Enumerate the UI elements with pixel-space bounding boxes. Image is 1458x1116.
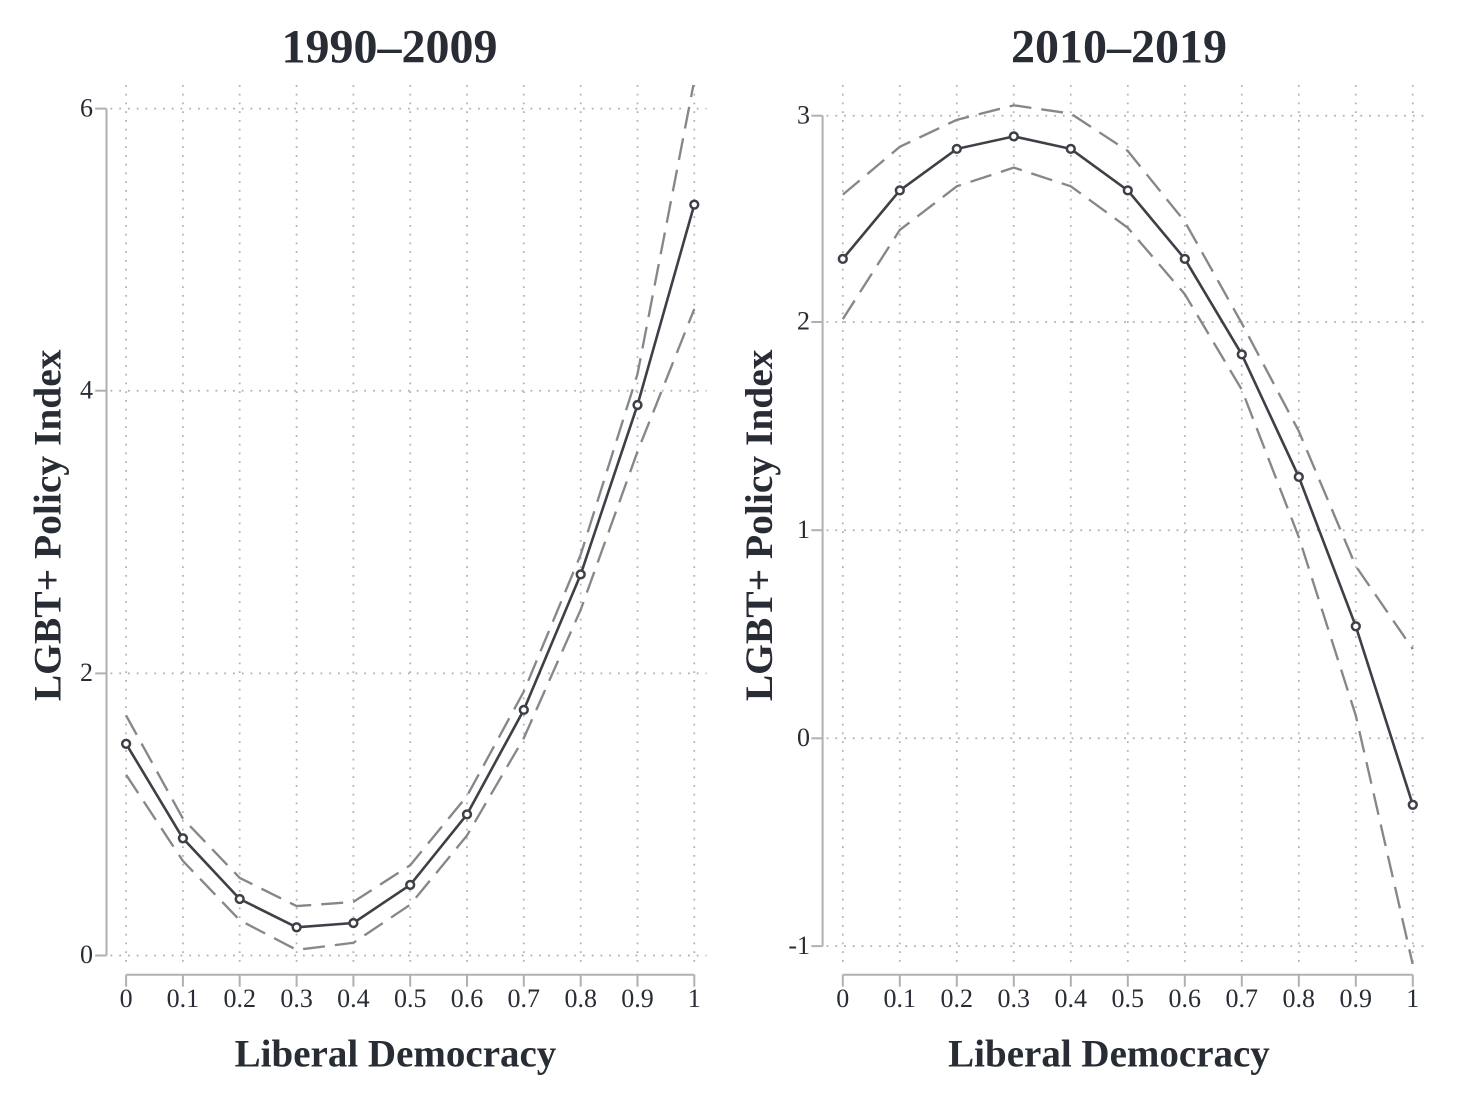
svg-text:4: 4: [80, 375, 93, 404]
svg-text:0.6: 0.6: [451, 984, 484, 1013]
svg-text:0.2: 0.2: [941, 984, 974, 1013]
svg-text:0.5: 0.5: [1112, 984, 1145, 1013]
svg-text:2010–2019: 2010–2019: [1011, 21, 1227, 74]
svg-text:0.9: 0.9: [1340, 984, 1373, 1013]
svg-text:0.8: 0.8: [564, 984, 597, 1013]
svg-text:6: 6: [80, 93, 93, 122]
svg-text:0.9: 0.9: [621, 984, 654, 1013]
svg-text:0: 0: [797, 723, 810, 752]
svg-text:2: 2: [80, 658, 93, 687]
svg-text:0: 0: [80, 940, 93, 969]
svg-text:0.3: 0.3: [998, 984, 1031, 1013]
svg-text:0.4: 0.4: [337, 984, 370, 1013]
svg-text:3: 3: [797, 100, 810, 129]
svg-text:0.6: 0.6: [1169, 984, 1202, 1013]
svg-text:-1: -1: [788, 931, 810, 960]
svg-text:0.1: 0.1: [884, 984, 917, 1013]
svg-text:0.5: 0.5: [394, 984, 427, 1013]
svg-text:Liberal Democracy: Liberal Democracy: [948, 1033, 1270, 1076]
svg-text:0: 0: [836, 984, 849, 1013]
svg-text:Liberal Democracy: Liberal Democracy: [235, 1033, 557, 1076]
svg-text:0.1: 0.1: [167, 984, 200, 1013]
svg-text:1990–2009: 1990–2009: [282, 21, 498, 74]
svg-text:LGBT+ Policy Index: LGBT+ Policy Index: [737, 349, 781, 701]
svg-text:1: 1: [1406, 984, 1419, 1013]
svg-text:0.7: 0.7: [508, 984, 541, 1013]
svg-text:2: 2: [797, 307, 810, 336]
svg-text:0: 0: [120, 984, 133, 1013]
svg-text:0.8: 0.8: [1283, 984, 1316, 1013]
svg-text:1: 1: [688, 984, 701, 1013]
svg-text:0.3: 0.3: [280, 984, 313, 1013]
svg-text:LGBT+ Policy Index: LGBT+ Policy Index: [25, 349, 69, 701]
svg-text:1: 1: [797, 515, 810, 544]
svg-text:0.7: 0.7: [1226, 984, 1259, 1013]
svg-text:0.2: 0.2: [223, 984, 256, 1013]
svg-text:0.4: 0.4: [1055, 984, 1088, 1013]
